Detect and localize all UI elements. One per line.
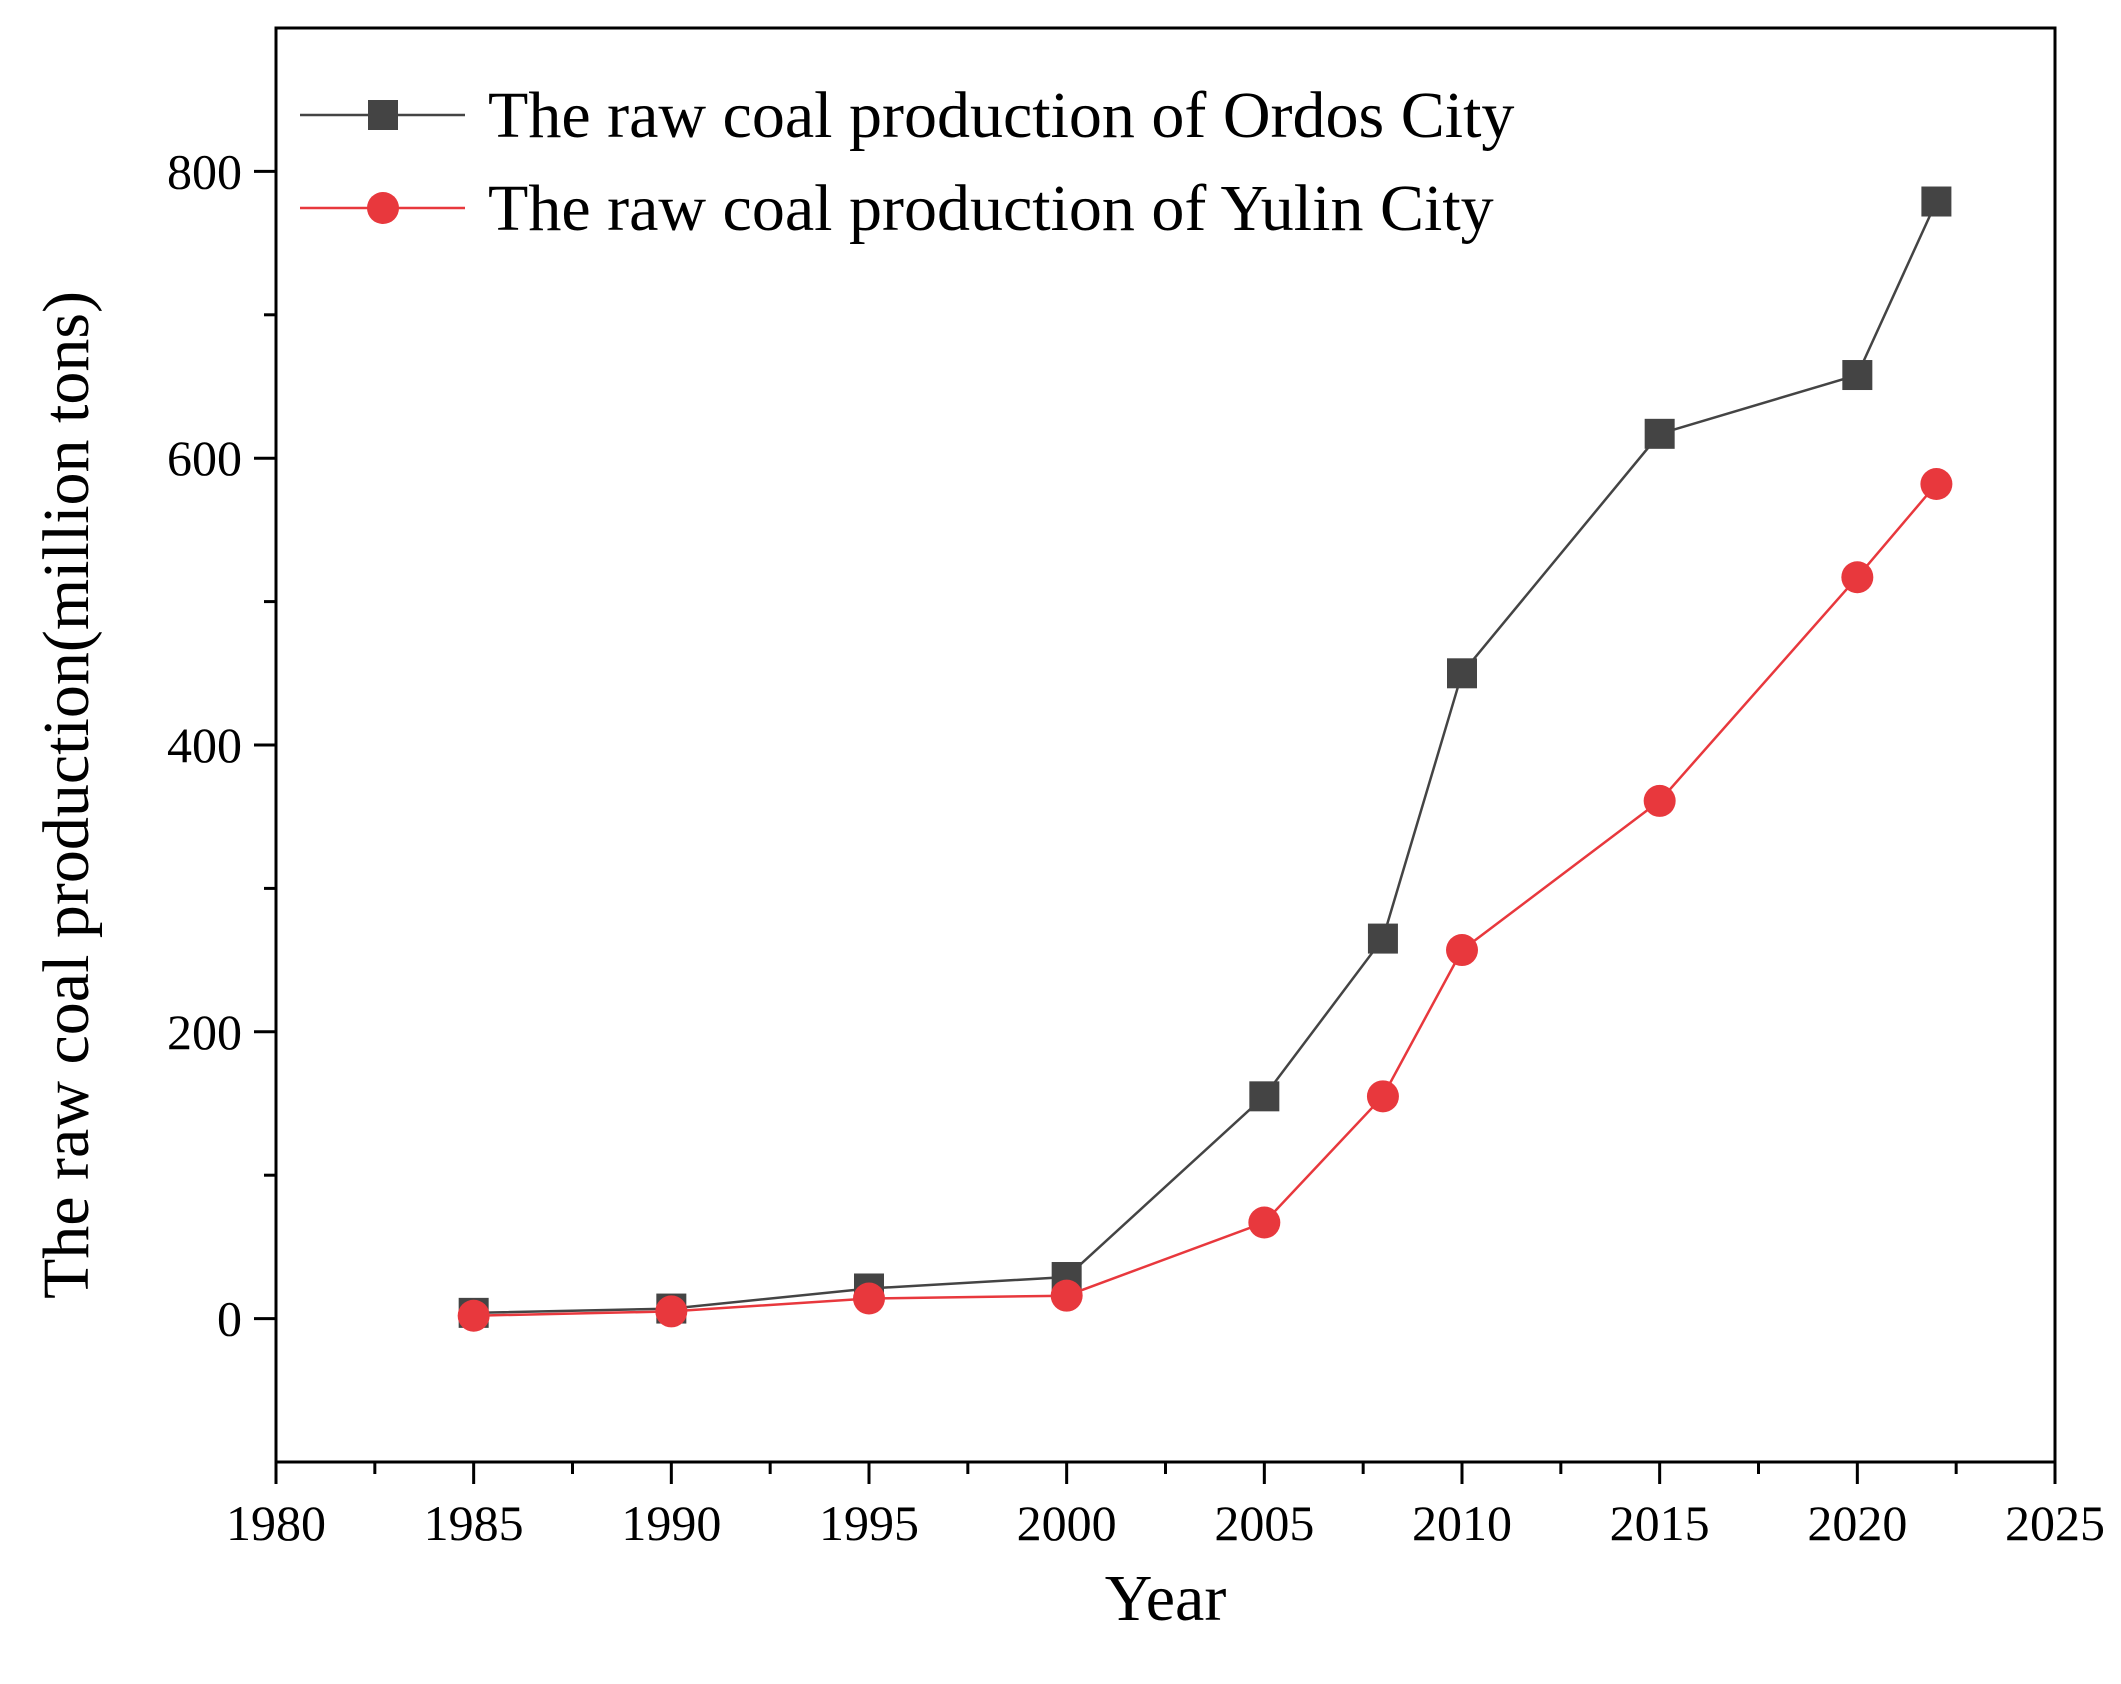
legend-item: The raw coal production of Yulin City — [300, 172, 1494, 245]
legend: The raw coal production of Ordos City The… — [300, 79, 1514, 245]
data-point — [1920, 468, 1953, 501]
legend-marker — [367, 192, 399, 224]
y-tick-label: 200 — [167, 1004, 242, 1060]
data-point — [1446, 934, 1478, 967]
x-tick-label: 2010 — [1412, 1495, 1512, 1551]
x-axis-ticks: 1980 1985 1990 1995 2000 2005 2010 2015 2020 2025 — [226, 1462, 2105, 1551]
series-line — [473, 200, 1938, 1315]
x-axis-title: Year — [1105, 1562, 1227, 1635]
x-tick-label: 1985 — [424, 1495, 524, 1551]
x-tick-label: 2025 — [2005, 1495, 2105, 1551]
data-point — [1366, 1080, 1399, 1113]
data-point — [655, 1295, 688, 1328]
y-axis-title: The raw coal production(million tons) — [30, 291, 103, 1299]
series-1 — [458, 186, 1952, 1328]
legend-marker — [368, 100, 398, 130]
x-tick-label: 1980 — [226, 1495, 326, 1551]
series-2 — [457, 468, 1953, 1332]
data-point — [1050, 1279, 1083, 1312]
data-point — [457, 1299, 490, 1332]
x-tick-label: 2015 — [1610, 1495, 1710, 1551]
y-tick-label: 600 — [167, 430, 242, 486]
y-tick-label: 400 — [167, 717, 242, 773]
x-tick-label: 2020 — [1807, 1495, 1907, 1551]
data-point — [1644, 418, 1675, 449]
y-tick-label: 800 — [167, 143, 242, 199]
y-tick-label: 0 — [217, 1291, 242, 1347]
x-tick-label: 2005 — [1214, 1495, 1314, 1551]
data-point — [1643, 784, 1676, 817]
x-tick-label: 2000 — [1017, 1495, 1117, 1551]
x-tick-label: 1990 — [621, 1495, 721, 1551]
y-axis-ticks: 0 200 400 600 800 — [167, 143, 276, 1347]
data-point — [1447, 658, 1477, 689]
data-point — [1842, 360, 1873, 391]
data-point — [1921, 186, 1952, 217]
data-point — [1249, 1081, 1280, 1112]
series-line — [473, 483, 1938, 1317]
legend-item: The raw coal production of Ordos City — [300, 79, 1514, 152]
legend-label: The raw coal production of Ordos City — [488, 79, 1514, 152]
data-point — [1367, 923, 1398, 954]
x-tick-label: 1995 — [819, 1495, 919, 1551]
data-point — [1841, 561, 1874, 594]
data-point — [1248, 1206, 1281, 1239]
legend-label: The raw coal production of Yulin City — [488, 172, 1494, 245]
data-point — [853, 1282, 885, 1315]
series-layer — [457, 186, 1953, 1332]
